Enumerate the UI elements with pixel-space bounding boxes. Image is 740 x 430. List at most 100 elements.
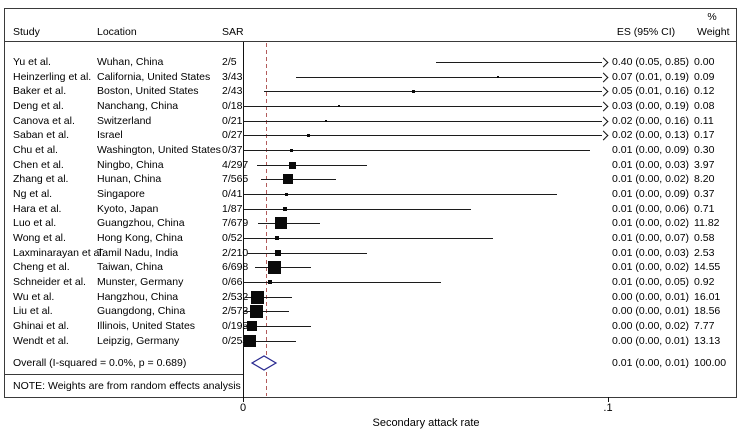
study-sar: 6/698 bbox=[222, 261, 249, 273]
note-separator bbox=[4, 374, 243, 375]
study-location: Nanchang, China bbox=[97, 100, 179, 112]
overall-weight: 100.00 bbox=[694, 357, 727, 369]
study-es-ci: 0.02 (0.00, 0.16) bbox=[612, 115, 690, 127]
study-name: Chu et al. bbox=[13, 144, 58, 156]
x-tick-label-01: .1 bbox=[603, 402, 613, 414]
effect-square bbox=[325, 120, 327, 122]
column-header-location: Location bbox=[97, 26, 137, 38]
ci-line bbox=[436, 62, 602, 63]
effect-square bbox=[244, 335, 256, 347]
study-sar: 0/195 bbox=[222, 320, 249, 332]
overall-estimate-dashed-line bbox=[266, 43, 267, 396]
effect-square bbox=[290, 149, 293, 152]
study-location: Tamil Nadu, India bbox=[97, 247, 179, 259]
study-name: Cheng et al. bbox=[13, 261, 70, 273]
study-name: Wong et al. bbox=[13, 232, 66, 244]
study-es-ci: 0.07 (0.01, 0.19) bbox=[612, 71, 690, 83]
study-es-ci: 0.00 (0.00, 0.01) bbox=[612, 305, 690, 317]
study-es-ci: 0.40 (0.05, 0.85) bbox=[612, 56, 690, 68]
study-location: Boston, United States bbox=[97, 85, 199, 97]
study-name: Hara et al. bbox=[13, 203, 62, 215]
effect-square bbox=[268, 261, 281, 274]
study-es-ci: 0.01 (0.00, 0.09) bbox=[612, 144, 690, 156]
study-location: Illinois, United States bbox=[97, 320, 196, 332]
study-name: Chen et al. bbox=[13, 159, 64, 171]
study-weight: 0.00 bbox=[694, 56, 715, 68]
study-es-ci: 0.01 (0.00, 0.09) bbox=[612, 188, 690, 200]
figure-border bbox=[4, 8, 737, 398]
study-sar: 0/18 bbox=[222, 100, 243, 112]
study-name: Laxminarayan et al. bbox=[13, 247, 105, 259]
study-sar: 2/5 bbox=[222, 56, 237, 68]
study-weight: 0.08 bbox=[694, 100, 715, 112]
column-header-study: Study bbox=[13, 26, 40, 38]
study-weight: 0.09 bbox=[694, 71, 715, 83]
study-es-ci: 0.01 (0.00, 0.03) bbox=[612, 159, 690, 171]
study-location: Hangzhou, China bbox=[97, 291, 179, 303]
study-sar: 2/210 bbox=[222, 247, 249, 259]
ci-line bbox=[243, 282, 441, 283]
x-tick-label-0: 0 bbox=[239, 402, 247, 414]
study-sar: 2/573 bbox=[222, 305, 249, 317]
study-weight: 16.01 bbox=[694, 291, 721, 303]
ci-line bbox=[244, 311, 289, 312]
study-es-ci: 0.01 (0.00, 0.03) bbox=[612, 247, 690, 259]
study-sar: 0/21 bbox=[222, 115, 243, 127]
ci-line bbox=[243, 238, 493, 239]
study-es-ci: 0.00 (0.00, 0.01) bbox=[612, 335, 690, 347]
ci-line bbox=[264, 91, 602, 92]
study-weight: 0.92 bbox=[694, 276, 715, 288]
study-name: Wu et al. bbox=[13, 291, 55, 303]
x-axis-title: Secondary attack rate bbox=[372, 417, 480, 429]
study-weight: 18.56 bbox=[694, 305, 721, 317]
header-separator bbox=[4, 41, 737, 42]
study-es-ci: 0.01 (0.00, 0.02) bbox=[612, 217, 690, 229]
study-sar: 0/27 bbox=[222, 129, 243, 141]
ci-line bbox=[243, 150, 590, 151]
study-es-ci: 0.00 (0.00, 0.02) bbox=[612, 320, 690, 332]
ci-line bbox=[245, 297, 292, 298]
ci-line bbox=[243, 341, 296, 342]
study-location: Munster, Germany bbox=[97, 276, 184, 288]
study-sar: 0/37 bbox=[222, 144, 243, 156]
study-location: Singapore bbox=[97, 188, 145, 200]
study-weight: 0.71 bbox=[694, 203, 715, 215]
ci-line bbox=[243, 135, 602, 136]
study-sar: 2/43 bbox=[222, 85, 243, 97]
study-location: Hong Kong, China bbox=[97, 232, 183, 244]
study-weight: 8.20 bbox=[694, 173, 715, 185]
study-name: Ng et al. bbox=[13, 188, 53, 200]
ci-line bbox=[243, 106, 602, 107]
column-header-percent: % bbox=[707, 11, 717, 23]
study-location: Hunan, China bbox=[97, 173, 162, 185]
study-es-ci: 0.01 (0.00, 0.05) bbox=[612, 276, 690, 288]
ci-line bbox=[296, 77, 602, 78]
study-sar: 0/254 bbox=[222, 335, 249, 347]
study-weight: 2.53 bbox=[694, 247, 715, 259]
study-location: Taiwan, China bbox=[97, 261, 163, 273]
ci-line bbox=[255, 267, 311, 268]
effect-square bbox=[275, 250, 281, 256]
study-sar: 0/41 bbox=[222, 188, 243, 200]
study-name: Wendt et al. bbox=[13, 335, 69, 347]
study-name: Deng et al. bbox=[13, 100, 64, 112]
study-weight: 0.12 bbox=[694, 85, 715, 97]
ci-line bbox=[258, 223, 320, 224]
effect-square bbox=[285, 193, 288, 196]
study-location: Guangzhou, China bbox=[97, 217, 185, 229]
study-weight: 3.97 bbox=[694, 159, 715, 171]
study-sar: 7/679 bbox=[222, 217, 249, 229]
study-sar: 7/565 bbox=[222, 173, 249, 185]
effect-square bbox=[251, 291, 264, 304]
study-weight: 0.30 bbox=[694, 144, 715, 156]
x-tick-0 bbox=[243, 397, 244, 402]
effect-square bbox=[275, 236, 279, 240]
study-location: Washington, United States bbox=[97, 144, 221, 156]
effect-square bbox=[497, 76, 499, 78]
ci-line bbox=[244, 209, 471, 210]
study-weight: 14.55 bbox=[694, 261, 721, 273]
ci-line bbox=[247, 253, 367, 254]
overall-label: Overall (I-squared = 0.0%, p = 0.689) bbox=[13, 357, 187, 369]
effect-square bbox=[247, 321, 257, 331]
